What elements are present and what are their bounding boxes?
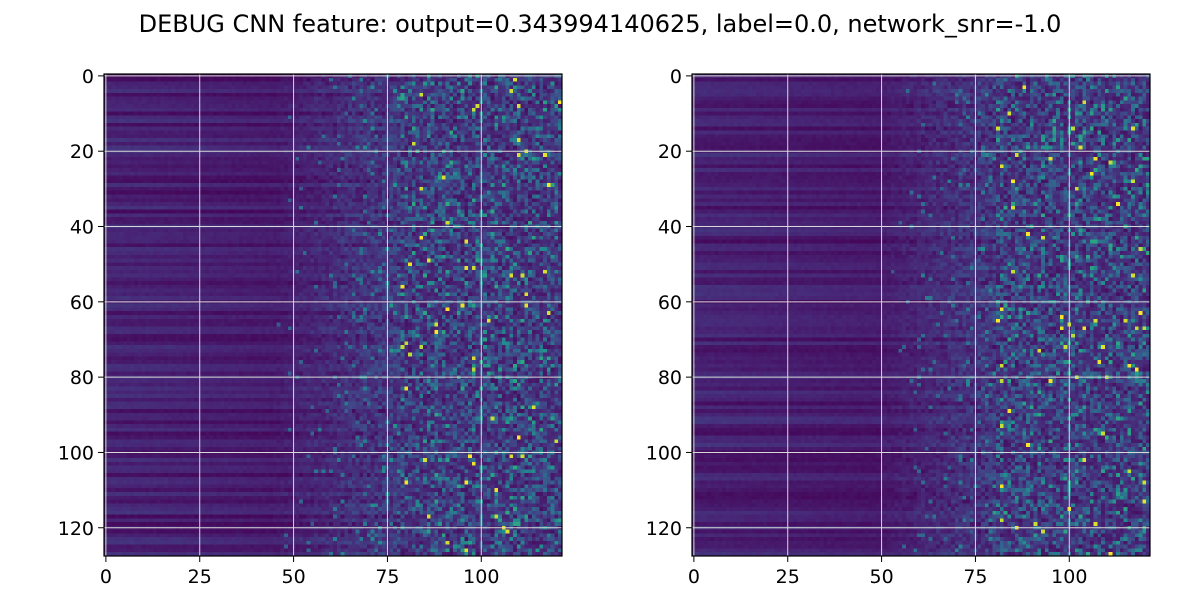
x-tick-label: 0 [688,566,700,588]
heatmap-image-left [104,74,562,556]
heatmap-image-right [692,74,1150,556]
y-tick-label: 60 [70,292,94,314]
figure-title: DEBUG CNN feature: output=0.343994140625… [138,10,1062,38]
axes-frame [103,73,563,557]
y-tick-label: 80 [658,367,682,389]
x-tick-label: 100 [1051,566,1087,588]
y-tick-label: 20 [658,141,682,163]
heatmap-axes-left: 0 25 50 75 100 0 20 40 60 80 100 120 [58,66,563,588]
heatmap-panel-left: 0 25 50 75 100 0 20 40 60 80 100 120 [58,66,563,588]
x-tick-label: 100 [463,566,499,588]
y-tick-label: 20 [70,141,94,163]
y-tick-label: 40 [658,217,682,239]
x-tick-label: 0 [100,566,112,588]
x-tick-label: 75 [963,566,987,588]
x-tick-label: 75 [375,566,399,588]
x-tick-label: 50 [281,566,305,588]
x-tick-label: 50 [869,566,893,588]
y-tick-label: 100 [58,442,94,464]
y-tick-label: 120 [646,518,682,540]
y-tick-label: 100 [646,442,682,464]
axes-frame [691,73,1151,557]
y-tick-label: 120 [58,518,94,540]
y-tick-label: 80 [70,367,94,389]
y-tick-label: 0 [670,66,682,88]
y-tick-label: 60 [658,292,682,314]
x-tick-label: 25 [776,566,800,588]
y-tick-label: 0 [82,66,94,88]
y-tick-label: 40 [70,217,94,239]
x-tick-label: 25 [188,566,212,588]
